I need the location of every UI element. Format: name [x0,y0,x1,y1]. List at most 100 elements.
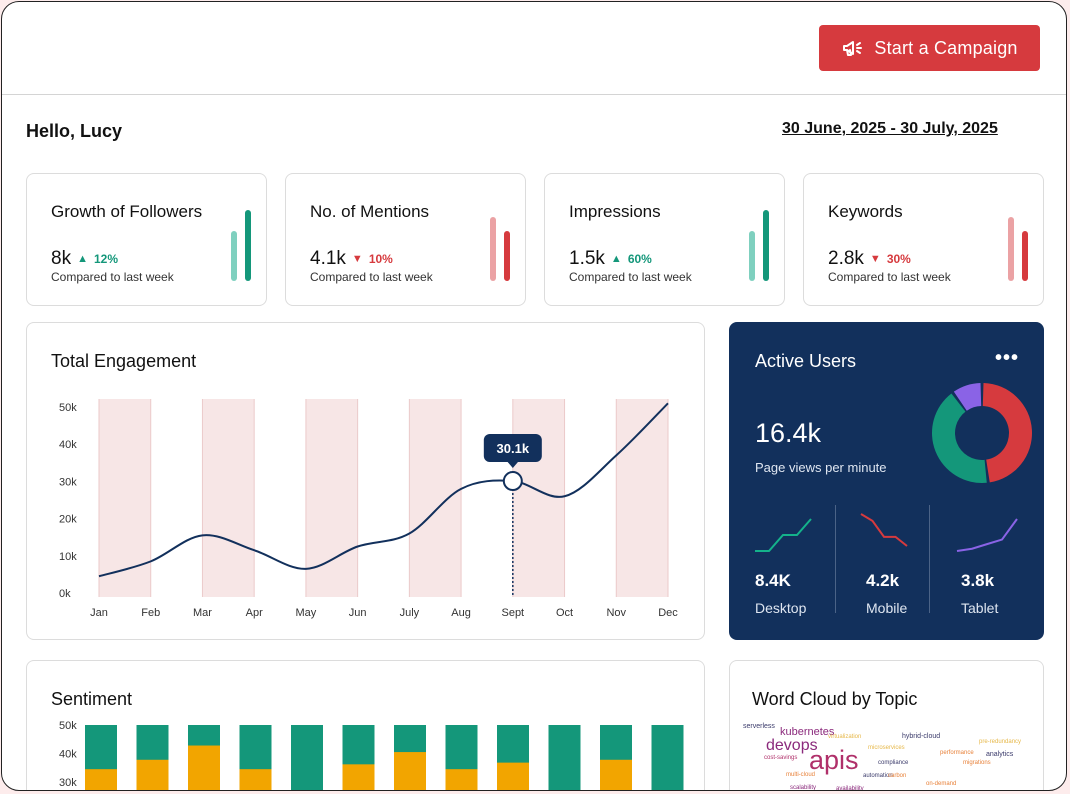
more-options-icon[interactable]: ••• [995,347,1020,369]
word-cloud-term: compliance [878,760,909,766]
word-cloud-term: analytics [986,751,1014,758]
word-cloud-term: cost-savings [764,755,798,761]
sparkline-series [860,513,908,547]
x-tick-label: Mar [193,607,212,619]
y-tick-label: 10k [59,551,77,563]
kpi-title: Impressions [569,202,661,221]
kpi-value: 1.5k [569,248,605,269]
device-value-tablet: 3.8k [961,571,995,590]
sentiment-bar-neutral [497,762,529,790]
y-tick-label: 30k [59,476,77,488]
total-engagement-card: Total Engagement 50k 40k 30k 20k 10k 0k Jan Feb… [26,322,705,640]
donut-slice [953,383,982,411]
kpi-percent: 30% [886,252,911,266]
kpi-note: Compared to last week [51,270,174,284]
kpi-title: Growth of Followers [51,202,203,221]
device-label-tablet: Tablet [961,600,999,616]
card-title: Word Cloud by Topic [752,689,918,709]
kpi-card-impressions[interactable]: Impressions 1.5k ▲ 60% Compared to last … [544,173,785,306]
kpi-bar-previous [231,231,237,281]
sentiment-bar-neutral [445,769,478,790]
start-campaign-label: Start a Campaign [874,37,1018,58]
kpi-value: 4.1k [310,248,346,269]
word-cloud-term: carbon [888,773,907,779]
kpi-note: Compared to last week [828,270,951,284]
word-cloud-card: Word Cloud by Topic serverless kubernetes… [729,660,1044,791]
tablet-sparkline [956,518,1018,552]
kpi-percent: 12% [93,252,118,266]
kpi-value: 2.8k [828,248,864,269]
chart-band [616,399,668,597]
kpi-bar-current [245,210,251,281]
x-tick-label: Oct [556,607,573,619]
word-cloud-term: serverless [743,723,775,730]
word-cloud-term: kubernetes [780,726,835,738]
word-cloud-term: scalability [790,785,817,791]
y-tick-label: 0k [59,588,71,600]
sentiment-bar-neutral [239,769,272,790]
y-tick-label: 40k [59,749,77,761]
mobile-sparkline [860,513,908,547]
tooltip-box [483,434,542,463]
sentiment-card: Sentiment 50k 40k 30k [26,660,705,790]
kpi-value-row: 1.5k ▲ 60% [569,248,652,270]
device-label-mobile: Mobile [866,600,908,616]
word-cloud-term: performance [940,750,974,756]
word-cloud-term: apis [809,745,859,775]
kpi-percent: 10% [368,252,393,266]
sentiment-bar-neutral [85,769,117,790]
sentiment-bar-chart: 50k 40k 30k [59,720,684,790]
desktop-sparkline [755,518,812,552]
start-campaign-button[interactable]: Start a Campaign [819,25,1040,71]
kpi-bar-previous [1008,217,1014,281]
y-tick-label: 40k [59,439,77,451]
device-label-desktop: Desktop [755,600,807,616]
sentiment-bar-neutral [136,759,169,790]
kpi-card-mentions[interactable]: No. of Mentions 4.1k ▼ 10% Compared to l… [285,173,526,306]
trend-down-icon: ▼ [869,253,881,265]
x-tick-label: Apr [246,607,263,619]
page-views-label: Page views per minute [755,460,887,475]
date-range-picker[interactable]: 30 June, 2025 - 30 July, 2025 [782,120,998,137]
kpi-bar-current [763,210,769,281]
trend-up-icon: ▲ [610,253,622,265]
sentiment-bar-positive [291,725,323,790]
x-tick-label: Nov [606,607,626,619]
kpi-note: Compared to last week [569,270,692,284]
x-tick-label: Sept [501,607,524,619]
kpi-card-keywords[interactable]: Keywords 2.8k ▼ 30% Compared to last wee… [803,173,1044,306]
chart-band [202,399,255,597]
sentiment-bar-positive [548,725,581,790]
chart-band [409,399,462,597]
kpi-bar-previous [749,231,755,281]
card-title: Active Users [755,351,857,371]
word-cloud-term: migrations [963,760,991,766]
y-tick-label: 50k [59,402,77,414]
kpi-bar-previous [490,217,496,281]
sentiment-bar-neutral [188,745,220,790]
sentiment-bar-neutral [394,752,426,790]
y-tick-label: 30k [59,777,77,789]
megaphone-icon [843,41,863,56]
x-tick-label: Dec [658,607,678,619]
kpi-percent: 60% [627,252,652,266]
sparkline-series [956,518,1018,552]
kpi-value-row: 8k ▲ 12% [51,248,118,270]
kpi-card-followers[interactable]: Growth of Followers 8k ▲ 12% Compared to… [26,173,267,306]
kpi-value-row: 2.8k ▼ 30% [828,248,911,270]
greeting: Hello, Lucy [26,121,123,141]
tooltip-pointer [506,461,519,469]
highlight-point [502,471,523,492]
word-cloud-term: on-demand [926,781,957,787]
chart-band [99,399,151,597]
divider [835,505,836,613]
trend-up-icon: ▲ [77,253,88,265]
page-views-value: 16.4k [755,418,822,448]
kpi-value-row: 4.1k ▼ 10% [310,248,393,270]
engagement-line-chart: 50k 40k 30k 20k 10k 0k Jan Feb Mar Apr May Jun July A… [59,399,678,619]
donut-slice [932,393,987,483]
tooltip-label: 30.1k [497,441,530,456]
active-users-card: Active Users ••• 16.4k Page views per mi… [729,322,1044,640]
x-tick-label: May [296,607,317,619]
